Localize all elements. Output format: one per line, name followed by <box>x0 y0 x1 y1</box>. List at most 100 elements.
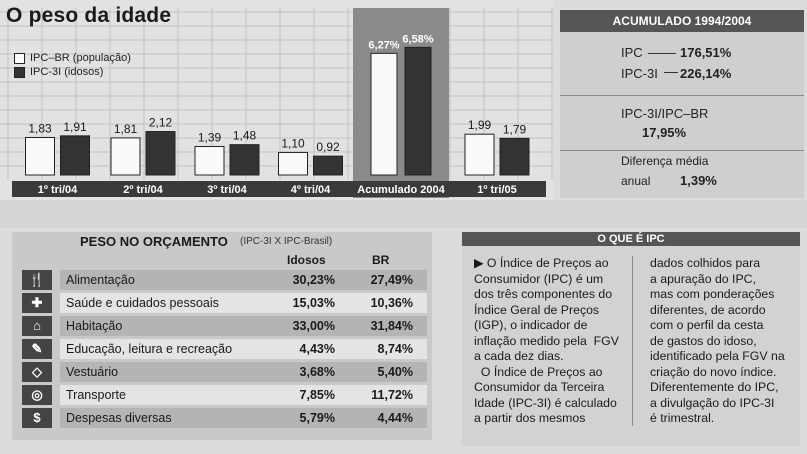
ipc-text-line: Consumidor (IPC) é um <box>474 271 604 286</box>
bar-ipc-br-1 <box>110 137 141 176</box>
bar-ipc-br-0 <box>25 136 55 176</box>
acc-ipc-label: IPC <box>621 45 643 60</box>
transport-wheel-icon: ◎ <box>22 385 52 405</box>
ipc-text-line: Diferentemente do IPC, <box>650 380 779 394</box>
budget-value-br: 10,36% <box>370 296 413 310</box>
category-label-2: 3º tri/04 <box>207 184 247 196</box>
data-label-ipc-br-5: 1,99 <box>468 118 492 132</box>
ipc-text-line: ▶ O Índice de Preços ao <box>474 256 609 270</box>
budget-value-br: 27,49% <box>370 273 413 287</box>
budget-category: Transporte <box>66 388 126 402</box>
ipc-text-line: diferentes, de acordo <box>650 302 766 317</box>
acc-ipc-leader <box>648 53 676 54</box>
budget-value-br: 8,74% <box>377 342 413 356</box>
data-label-ipc-3i-0: 1,91 <box>63 120 87 134</box>
category-label-4: Acumulado 2004 <box>357 184 445 196</box>
data-label-ipc-3i-3: 0,92 <box>316 140 340 154</box>
budget-row: Alimentação 30,23% 27,49% <box>60 270 427 290</box>
ipc-text-line: Índice Geral de Preços <box>474 302 600 317</box>
acc-ipc-value: 176,51% <box>680 45 732 60</box>
ipc-explainer-panel <box>462 232 800 446</box>
bar-ipc-br-3 <box>278 151 308 176</box>
budget-row: Habitação 33,00% 31,84% <box>60 316 427 336</box>
bar-ipc-3i-1 <box>145 131 176 176</box>
budget-value-idosos: 4,43% <box>299 342 335 356</box>
data-label-ipc-br-1: 1,81 <box>114 122 138 136</box>
house-icon: ⌂ <box>22 316 52 336</box>
bar-ipc-3i-0 <box>60 135 90 176</box>
health-cross-icon: ✚ <box>22 293 52 313</box>
ipc-text-line: dos três componentes do <box>474 287 613 301</box>
ipc-text-line: de gastos do idoso, <box>650 333 757 348</box>
category-label-1: 2º tri/04 <box>123 184 163 196</box>
data-label-ipc-3i-2: 1,48 <box>233 129 257 143</box>
budget-category: Vestuário <box>66 365 119 379</box>
category-label-5: 1º tri/05 <box>477 184 516 196</box>
dollar-icon: $ <box>22 408 52 428</box>
acc-ipc3i-value: 226,14% <box>680 66 732 81</box>
bar-ipc-3i-2 <box>229 144 260 176</box>
bar-ipc-3i-4 <box>404 46 432 176</box>
budget-value-idosos: 7,85% <box>299 388 335 402</box>
ipc-text-line: é trimestral. <box>650 411 715 425</box>
budget-row: Transporte 7,85% 11,72% <box>60 385 427 405</box>
acc-divider-2 <box>560 150 804 151</box>
chart-svg: 1,83 1,91 1º tri/04 1,81 2,12 2º tri/04 1,39 1,… <box>0 0 553 200</box>
ipc-text-line: criação do novo índice. <box>650 364 777 379</box>
budget-row: Vestuário 3,68% 5,40% <box>60 362 427 382</box>
budget-row: Educação, leitura e recreação 4,43% 8,74% <box>60 339 427 359</box>
legend-swatch-dark <box>14 66 25 78</box>
food-icon: 🍴 <box>22 270 52 290</box>
ipc-text-line: Idade (IPC-3I) é calculado <box>474 395 617 410</box>
acc-diff-label-2: anual <box>621 174 651 188</box>
ipc-text-line: (IGP), o indicador de <box>474 318 588 332</box>
ipc-text-line: a apuração do IPC, <box>650 271 756 286</box>
budget-category: Habitação <box>66 319 123 333</box>
bar-ipc-3i-3 <box>313 155 343 176</box>
budget-value-br: 5,40% <box>377 365 413 379</box>
data-label-ipc-br-4: 6,27% <box>368 39 399 51</box>
budget-category: Despesas diversas <box>66 411 172 425</box>
chart-background <box>0 0 553 200</box>
budget-category: Alimentação <box>66 273 135 287</box>
budget-value-br: 4,44% <box>377 411 413 425</box>
ipc-explainer-col2: dados colhidos para a apuração do IPC, mas… <box>650 256 800 427</box>
highlight-column <box>353 8 449 198</box>
budget-subheading: (IPC-3I X IPC-Brasil) <box>240 236 333 247</box>
acc-ratio-label: IPC-3I/IPC–BR <box>621 106 709 121</box>
data-label-ipc-3i-4: 6,58% <box>402 33 433 45</box>
ipc-explainer-heading: O QUE É IPC <box>462 232 800 246</box>
bar-ipc-3i-5 <box>499 137 530 176</box>
category-label-bg-2 <box>182 181 272 197</box>
bar-ipc-br-5 <box>464 133 495 176</box>
ipc-explainer-col1: ▶ O Índice de Preços ao Consumidor (IPC) … <box>474 256 634 427</box>
category-label-bg-3 <box>268 181 353 197</box>
data-label-ipc-3i-5: 1,79 <box>503 122 527 136</box>
legend-label-ipc-3i: IPC-3I (idosos) <box>30 66 104 78</box>
col-header-br: BR <box>372 253 390 267</box>
budget-value-idosos: 33,00% <box>292 319 335 333</box>
clothing-icon: ◇ <box>22 362 52 382</box>
data-label-ipc-br-0: 1,83 <box>28 121 52 135</box>
acc-ipc3i-label: IPC-3I <box>621 66 658 81</box>
bar-chart: 1,83 1,91 1º tri/04 1,81 2,12 2º tri/04 1,39 1,… <box>0 0 553 200</box>
ipc-text-line: a divulgação do IPC-3I <box>650 395 775 410</box>
col-header-idosos: Idosos <box>287 253 326 267</box>
budget-value-idosos: 30,23% <box>292 273 335 287</box>
data-label-ipc-br-3: 1,10 <box>281 136 305 150</box>
ipc-text-line: Consumidor da Terceira <box>474 380 605 394</box>
category-label-0: 1º tri/04 <box>38 184 78 196</box>
ipc-text-line: inflação medido pela FGV <box>474 333 619 348</box>
budget-heading: PESO NO ORÇAMENTO <box>80 234 228 249</box>
legend-item-ipc-3i: IPC-3I (idosos) <box>14 66 103 78</box>
chart-title: O peso da idade <box>6 4 172 27</box>
ipc-column-divider <box>632 256 633 426</box>
ipc-text-line: a partir dos mesmos <box>474 411 586 425</box>
ipc-text-line: identificado pela FGV na <box>650 349 785 363</box>
bar-ipc-br-4 <box>370 52 398 176</box>
acc-diff-value: 1,39% <box>680 173 717 188</box>
category-label-bg-1 <box>99 181 187 197</box>
data-label-ipc-3i-1: 2,12 <box>149 116 173 130</box>
budget-category: Educação, leitura e recreação <box>66 342 233 356</box>
budget-panel <box>12 232 432 440</box>
